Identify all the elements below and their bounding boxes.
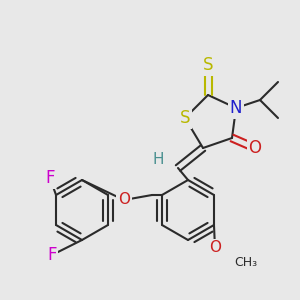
Text: F: F (47, 246, 57, 264)
Text: S: S (203, 56, 213, 74)
Text: O: O (209, 241, 221, 256)
Text: F: F (45, 169, 55, 187)
Text: O: O (118, 193, 130, 208)
Text: CH₃: CH₃ (234, 256, 257, 268)
Text: N: N (230, 99, 242, 117)
Text: H: H (152, 152, 164, 167)
Text: S: S (180, 109, 190, 127)
Text: O: O (248, 139, 262, 157)
